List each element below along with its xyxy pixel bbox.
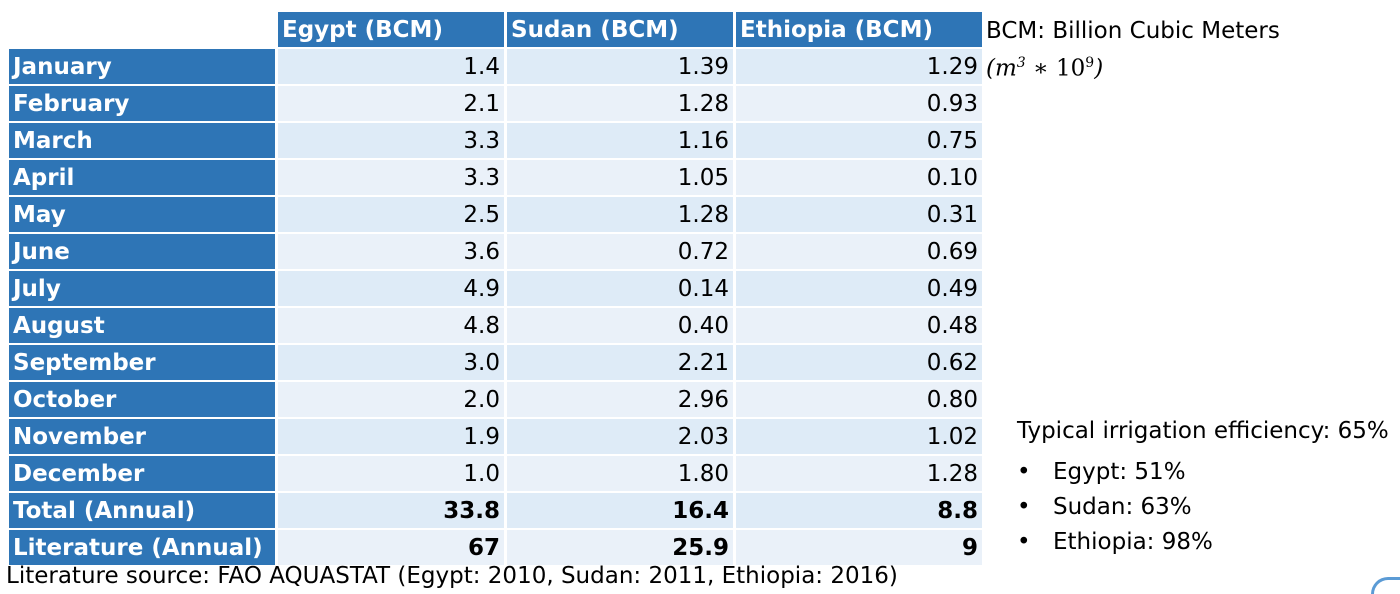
table-row: March 3.3 1.16 0.75	[9, 123, 982, 158]
cell-sudan: 1.28	[507, 197, 733, 232]
table-row: April 3.3 1.05 0.10	[9, 160, 982, 195]
table-row: September 3.0 2.21 0.62	[9, 345, 982, 380]
row-label: Literature (Annual)	[9, 530, 275, 565]
column-header-ethiopia: Ethiopia (BCM)	[736, 12, 982, 47]
cell-ethiopia: 0.31	[736, 197, 982, 232]
cell-sudan: 25.9	[507, 530, 733, 565]
cell-ethiopia: 1.28	[736, 456, 982, 491]
cell-sudan: 1.28	[507, 86, 733, 121]
column-header-egypt: Egypt (BCM)	[278, 12, 504, 47]
bullet-icon: •	[1017, 529, 1031, 555]
row-label: December	[9, 456, 275, 491]
table-row: Literature (Annual) 67 25.9 9	[9, 530, 982, 565]
efficiency-item-egypt: • Egypt: 51%	[1017, 455, 1213, 490]
cell-egypt: 1.4	[278, 49, 504, 84]
cell-sudan: 0.72	[507, 234, 733, 269]
cell-ethiopia: 1.02	[736, 419, 982, 454]
cell-sudan: 1.80	[507, 456, 733, 491]
cell-ethiopia: 0.48	[736, 308, 982, 343]
water-data-table: Egypt (BCM) Sudan (BCM) Ethiopia (BCM) J…	[6, 10, 985, 567]
table-row: February 2.1 1.28 0.93	[9, 86, 982, 121]
row-label: January	[9, 49, 275, 84]
cell-sudan: 16.4	[507, 493, 733, 528]
formula-m-exponent: 3	[1016, 55, 1026, 71]
cell-ethiopia: 0.80	[736, 382, 982, 417]
row-label: November	[9, 419, 275, 454]
source-note: Literature source: FAO AQUASTAT (Egypt: …	[6, 563, 898, 589]
cell-egypt: 33.8	[278, 493, 504, 528]
cell-egypt: 67	[278, 530, 504, 565]
bullet-icon: •	[1017, 494, 1031, 520]
cell-ethiopia: 0.10	[736, 160, 982, 195]
formula-close-paren: )	[1094, 55, 1104, 82]
cell-egypt: 1.0	[278, 456, 504, 491]
cell-ethiopia: 0.49	[736, 271, 982, 306]
bcm-formula: (m3 ∗ 109)	[986, 55, 1103, 82]
column-header-sudan: Sudan (BCM)	[507, 12, 733, 47]
slide-corner-decoration	[1371, 577, 1400, 594]
cell-sudan: 0.40	[507, 308, 733, 343]
formula-operator: ∗	[1025, 55, 1056, 82]
formula-open-paren: (	[986, 55, 995, 82]
cell-sudan: 2.96	[507, 382, 733, 417]
cell-sudan: 2.03	[507, 419, 733, 454]
formula-ten-exponent: 9	[1085, 55, 1095, 71]
cell-egypt: 3.3	[278, 160, 504, 195]
cell-sudan: 1.16	[507, 123, 733, 158]
efficiency-title: Typical irrigation efficiency: 65%	[1017, 418, 1389, 444]
table-row: November 1.9 2.03 1.02	[9, 419, 982, 454]
cell-ethiopia: 9	[736, 530, 982, 565]
row-label: May	[9, 197, 275, 232]
cell-egypt: 2.0	[278, 382, 504, 417]
row-label: September	[9, 345, 275, 380]
cell-ethiopia: 8.8	[736, 493, 982, 528]
efficiency-item-sudan: • Sudan: 63%	[1017, 490, 1213, 525]
row-label: April	[9, 160, 275, 195]
cell-egypt: 3.3	[278, 123, 504, 158]
cell-sudan: 1.39	[507, 49, 733, 84]
table-row: May 2.5 1.28 0.31	[9, 197, 982, 232]
efficiency-item-label: Sudan: 63%	[1053, 494, 1192, 520]
cell-ethiopia: 0.69	[736, 234, 982, 269]
header-corner	[9, 12, 275, 47]
table-row: August 4.8 0.40 0.48	[9, 308, 982, 343]
table-row: June 3.6 0.72 0.69	[9, 234, 982, 269]
row-label: October	[9, 382, 275, 417]
efficiency-list: • Egypt: 51% • Sudan: 63% • Ethiopia: 98%	[1017, 455, 1213, 560]
row-label: Total (Annual)	[9, 493, 275, 528]
formula-m: m	[994, 55, 1017, 82]
cell-egypt: 2.1	[278, 86, 504, 121]
table-body: January 1.4 1.39 1.29 February 2.1 1.28 0.93 Mar…	[9, 49, 982, 565]
row-label: August	[9, 308, 275, 343]
row-label: February	[9, 86, 275, 121]
table-row: Total (Annual) 33.8 16.4 8.8	[9, 493, 982, 528]
formula-ten: 10	[1055, 55, 1086, 82]
cell-egypt: 4.9	[278, 271, 504, 306]
efficiency-item-label: Egypt: 51%	[1053, 459, 1186, 485]
cell-sudan: 0.14	[507, 271, 733, 306]
table-row: December 1.0 1.80 1.28	[9, 456, 982, 491]
efficiency-item-ethiopia: • Ethiopia: 98%	[1017, 525, 1213, 560]
bcm-definition: BCM: Billion Cubic Meters	[986, 18, 1280, 44]
cell-egypt: 1.9	[278, 419, 504, 454]
cell-egypt: 3.0	[278, 345, 504, 380]
row-label: June	[9, 234, 275, 269]
cell-ethiopia: 1.29	[736, 49, 982, 84]
cell-sudan: 2.21	[507, 345, 733, 380]
cell-ethiopia: 0.75	[736, 123, 982, 158]
cell-ethiopia: 0.93	[736, 86, 982, 121]
row-label: July	[9, 271, 275, 306]
cell-sudan: 1.05	[507, 160, 733, 195]
bullet-icon: •	[1017, 459, 1031, 485]
efficiency-item-label: Ethiopia: 98%	[1053, 529, 1213, 555]
cell-egypt: 4.8	[278, 308, 504, 343]
cell-egypt: 3.6	[278, 234, 504, 269]
table-row: January 1.4 1.39 1.29	[9, 49, 982, 84]
cell-egypt: 2.5	[278, 197, 504, 232]
cell-ethiopia: 0.62	[736, 345, 982, 380]
table-header-row: Egypt (BCM) Sudan (BCM) Ethiopia (BCM)	[9, 12, 982, 47]
table-row: October 2.0 2.96 0.80	[9, 382, 982, 417]
table-row: July 4.9 0.14 0.49	[9, 271, 982, 306]
row-label: March	[9, 123, 275, 158]
